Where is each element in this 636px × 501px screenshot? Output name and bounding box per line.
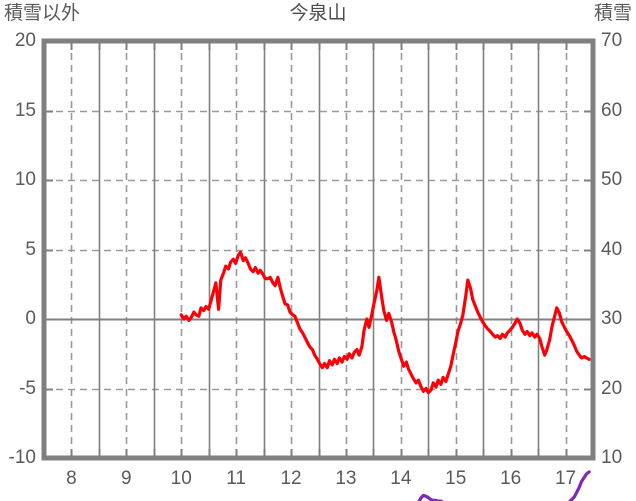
x-axis-tick-label: 17: [554, 468, 577, 489]
x-axis-tick-label: 10: [170, 468, 192, 489]
y-axis-left-tick-label: -10: [8, 447, 36, 468]
y-axis-right-tick-label: 70: [601, 30, 623, 51]
page-title: 今泉山: [289, 3, 347, 24]
x-axis-tick-label: 15: [445, 468, 467, 489]
y-axis-right-tick-label: 10: [601, 447, 623, 468]
y-axis-right-tick-label: 40: [601, 238, 623, 260]
y-axis-right-tick-label: 50: [601, 169, 623, 190]
x-axis-tick-label: 13: [335, 468, 357, 489]
x-axis-tick-label: 11: [226, 468, 246, 489]
y-axis-right-tick-label: 30: [601, 308, 623, 329]
x-axis-tick-label: 12: [280, 468, 302, 489]
grid-minor-layer: [44, 41, 593, 458]
series-layer: [179, 250, 591, 501]
x-axis-tick-label: 16: [500, 468, 522, 489]
y-axis-left-tick-label: 15: [14, 99, 36, 121]
series-line-red: [179, 250, 591, 395]
y-axis-left-tick-label: 10: [14, 169, 36, 190]
y-axis-left-tick-label: 0: [25, 308, 36, 329]
x-axis-tick-label: 9: [121, 468, 132, 489]
left-axis-title: 積雪以外: [4, 3, 81, 24]
y-axis-right-tick-label: 60: [601, 99, 623, 121]
x-axis-tick-label: 8: [66, 468, 77, 489]
grid-major-layer: [44, 41, 593, 458]
x-axis-tick-label: 14: [390, 468, 412, 489]
y-axis-left-tick-label: -5: [19, 377, 36, 399]
y-axis-right-tick-label: 20: [601, 377, 623, 399]
y-axis-left-tick-label: 5: [25, 238, 36, 260]
y-axis-left-tick-label: 20: [14, 30, 36, 51]
right-axis-title: 積雪: [593, 3, 632, 24]
plot-frame: [41, 38, 596, 461]
